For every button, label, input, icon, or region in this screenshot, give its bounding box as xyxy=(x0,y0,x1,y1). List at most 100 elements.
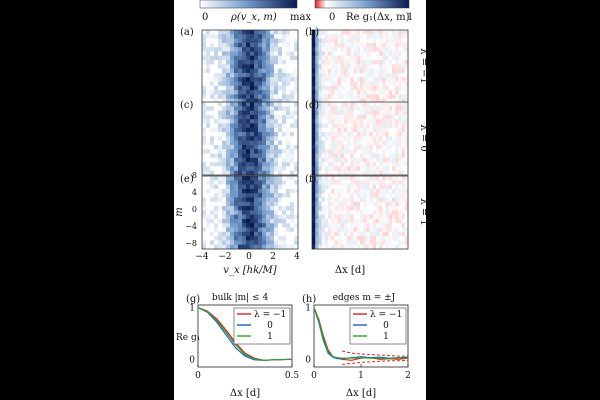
g1-cell xyxy=(376,64,380,70)
g1-cell xyxy=(350,90,354,95)
g1-cell xyxy=(318,188,322,194)
rho-cell xyxy=(250,68,255,74)
rho-cell xyxy=(266,157,271,163)
rho-cell xyxy=(238,123,243,129)
g1-cell xyxy=(404,231,409,237)
g1-cell xyxy=(395,127,399,133)
g1-cell xyxy=(315,210,319,216)
g1-cell xyxy=(392,184,396,190)
g1-cell xyxy=(395,166,399,172)
rho-cell xyxy=(278,72,283,78)
g1-cell xyxy=(385,140,390,146)
g1-cell xyxy=(350,38,354,44)
g1-cell xyxy=(376,144,380,150)
g1-cell xyxy=(324,184,329,190)
g1-cell xyxy=(379,38,383,44)
g1-cell xyxy=(344,123,348,129)
rho-cell xyxy=(266,218,271,224)
rho-cell xyxy=(230,144,235,150)
xtick-m4: −4 xyxy=(195,252,209,262)
rho-cell xyxy=(238,132,243,137)
g1-cell xyxy=(324,64,329,70)
rho-cell xyxy=(270,218,275,224)
rho-cell xyxy=(218,170,223,176)
g1-cell xyxy=(321,210,326,216)
g1-cell xyxy=(395,94,399,100)
g1-cell xyxy=(395,85,399,91)
g1-cell xyxy=(347,102,351,107)
g1-cell xyxy=(366,144,370,150)
g1-cell xyxy=(347,77,351,82)
rho-cell xyxy=(242,188,247,194)
g1-cell xyxy=(353,34,358,39)
g1-cell xyxy=(344,223,348,228)
rho-cell xyxy=(278,240,283,246)
rho-cell xyxy=(258,106,263,111)
g1-cell xyxy=(353,184,358,190)
rho-cell xyxy=(266,176,271,181)
g1-cell xyxy=(347,197,351,203)
g1-cell xyxy=(372,188,377,194)
g1-cell xyxy=(318,90,322,95)
g1-cell xyxy=(392,47,396,52)
rho-cell xyxy=(254,132,259,137)
g1-cell xyxy=(382,119,386,124)
rho-cell xyxy=(278,144,283,150)
g1-cell xyxy=(398,72,402,78)
g1-cell xyxy=(324,201,329,207)
rho-cell xyxy=(246,184,251,190)
rho-cell xyxy=(210,123,215,129)
g1-cell xyxy=(334,47,338,52)
g1-cell xyxy=(360,81,364,87)
rho-cell xyxy=(294,140,299,146)
g1-cell xyxy=(337,123,342,129)
g1-cell xyxy=(315,51,319,57)
g1-cell xyxy=(350,218,354,224)
rho-cell xyxy=(202,136,207,142)
rho-cell xyxy=(210,47,215,52)
rho-cell xyxy=(250,149,255,154)
g1-cell xyxy=(382,38,386,44)
g1-cell xyxy=(324,214,329,220)
g1-cell xyxy=(376,236,380,241)
rho-cell xyxy=(246,162,251,167)
rho-cell xyxy=(262,180,267,185)
rho-cell xyxy=(206,85,211,91)
rho-cell xyxy=(242,110,247,116)
heatmap-panels xyxy=(201,29,409,250)
panel-letter-a: (a) xyxy=(180,27,194,38)
rho-cell xyxy=(226,240,231,246)
rho-cell xyxy=(230,223,235,228)
rho-cell xyxy=(290,60,295,65)
g1-cell xyxy=(382,140,386,146)
rho-cell xyxy=(254,51,259,57)
g1-cell xyxy=(372,64,377,70)
rho-cell xyxy=(270,231,275,237)
rho-cell xyxy=(214,106,219,111)
g1-cell xyxy=(324,51,329,57)
rho-cell xyxy=(274,210,279,216)
g1-cell xyxy=(344,210,348,216)
g1-cell xyxy=(385,170,390,176)
rho-cell xyxy=(222,55,227,61)
rho-cell xyxy=(274,110,279,116)
rho-cell xyxy=(246,149,251,154)
g1-cell xyxy=(321,236,326,241)
rho-cell xyxy=(226,227,231,233)
g1-cell xyxy=(392,30,396,35)
rho-cell xyxy=(234,85,239,91)
g1-cell xyxy=(312,176,316,181)
rho-cell xyxy=(258,47,263,52)
g1-cell xyxy=(385,114,390,120)
rho-cell xyxy=(210,231,215,237)
rho-cell xyxy=(266,201,271,207)
g1-cell xyxy=(328,166,332,172)
g1-cell xyxy=(395,170,399,176)
g1-cell xyxy=(356,42,361,48)
rho-cell xyxy=(206,170,211,176)
g1-cell xyxy=(401,123,406,129)
rho-cell xyxy=(266,227,271,233)
rho-cell xyxy=(234,55,239,61)
rho-cell xyxy=(286,42,291,48)
g1-cell xyxy=(340,236,345,241)
